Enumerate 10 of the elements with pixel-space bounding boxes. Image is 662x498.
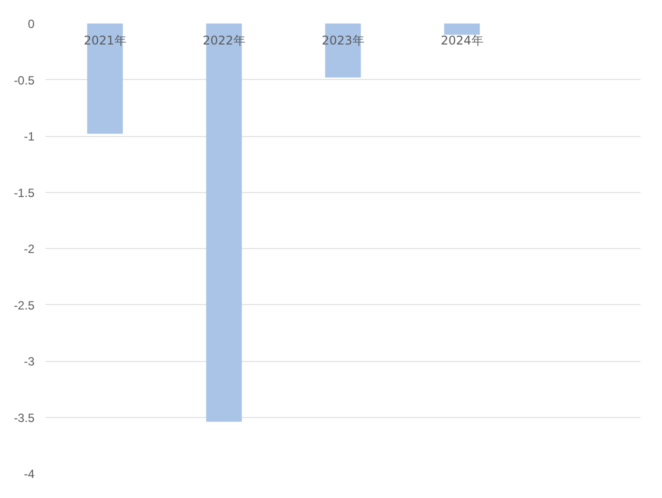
y-tick-label: -3 bbox=[24, 354, 35, 368]
y-tick-label: -2.5 bbox=[14, 298, 35, 312]
x-tick-label: 2024年 bbox=[440, 34, 484, 48]
y-tick-label: -2 bbox=[24, 242, 35, 256]
y-tick-label: -1 bbox=[24, 130, 35, 144]
y-tick-label: -1.5 bbox=[14, 186, 35, 200]
y-tick-label: -4 bbox=[24, 467, 35, 481]
y-tick-label: 0 bbox=[28, 17, 35, 31]
y-tick-label: -3.5 bbox=[14, 410, 35, 425]
y-tick-label: -0.5 bbox=[14, 73, 35, 88]
